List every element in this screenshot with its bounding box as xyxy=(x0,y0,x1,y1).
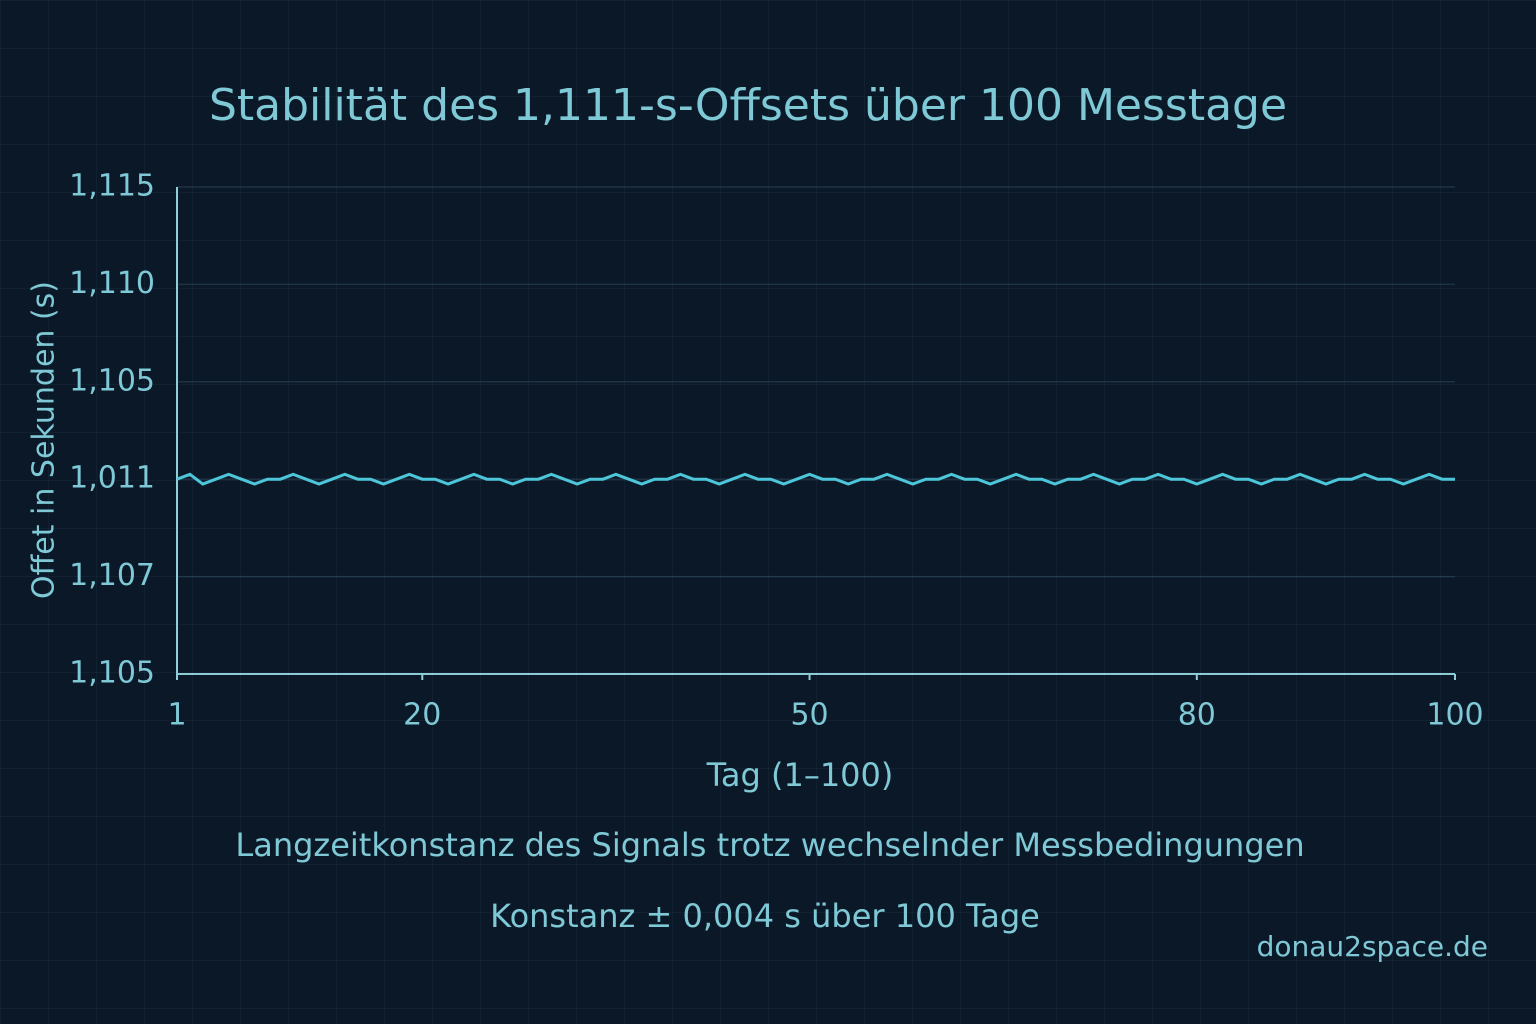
x-axis-label: Tag (1–100) xyxy=(706,756,894,794)
watermark: donau2space.de xyxy=(1257,930,1488,963)
data-line xyxy=(176,472,1455,486)
x-tick-label: 80 xyxy=(1178,698,1216,733)
subtitle: Langzeitkonstanz des Signals trotz wechs… xyxy=(235,826,1304,864)
chart-title: Stabilität des 1,111-s-Offsets über 100 … xyxy=(209,80,1287,131)
x-tick-label: 100 xyxy=(1426,698,1483,733)
y-tick-label: 1,115 xyxy=(69,169,155,204)
x-tick-label: 20 xyxy=(403,698,441,733)
y-axis-label: Offet in Sekunden (s) xyxy=(27,281,62,599)
x-tick-label: 1 xyxy=(167,698,186,733)
annotation: Konstanz ± 0,004 s über 100 Tage xyxy=(490,897,1040,935)
x-tick-label: 50 xyxy=(790,698,828,733)
y-tick-label: 1,105 xyxy=(69,656,155,691)
y-tick-label: 1,011 xyxy=(69,461,155,496)
y-tick-label: 1,105 xyxy=(69,363,155,398)
y-tick-label: 1,110 xyxy=(69,266,155,301)
y-tick-label: 1,107 xyxy=(69,558,155,593)
